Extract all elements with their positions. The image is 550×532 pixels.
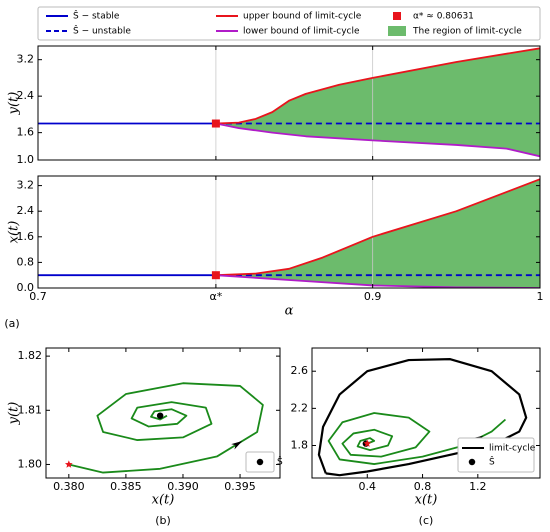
y-tick-label: 3.2 — [17, 179, 35, 192]
x-tick-label: 0.390 — [167, 480, 199, 493]
plot-area — [38, 176, 540, 288]
marker-star — [64, 460, 73, 468]
plot-frame — [37, 175, 541, 289]
legend-label: limit-cycle — [489, 444, 536, 454]
x-tick-label: 0.8 — [414, 480, 432, 493]
limit-cycle-region — [215, 179, 540, 288]
plot-frame — [311, 347, 541, 479]
y-tick-label: 1.6 — [17, 126, 35, 139]
series-line — [215, 122, 540, 158]
plot-area — [64, 382, 264, 474]
panel-label: (a) — [4, 317, 19, 330]
x-tick-label: α* — [210, 290, 223, 303]
series-line — [215, 178, 540, 277]
y-tick-label: 0.0 — [17, 281, 35, 294]
y-tick-label: 1.8 — [291, 439, 309, 452]
x-tick-label: 1 — [537, 290, 544, 303]
x-axis-label: α — [285, 304, 294, 319]
legend-label: upper bound of limit-cycle — [243, 12, 362, 22]
marker-dot — [156, 412, 164, 419]
x-axis-label: x(t) — [415, 493, 438, 508]
y-tick-label: 1.0 — [17, 153, 35, 166]
legend-label: α* ≈ 0.80631 — [413, 12, 474, 22]
y-tick-label: 0.8 — [17, 255, 35, 268]
y-tick-label: 2.4 — [17, 204, 35, 217]
panel-label: (c) — [419, 514, 434, 527]
legend-label: Ŝ — [489, 456, 495, 468]
series-line — [327, 412, 507, 465]
plot-frame — [45, 347, 281, 479]
direction-arrow — [231, 441, 243, 450]
legend-swatch — [388, 26, 406, 36]
legend-label: The region of limit-cycle — [412, 27, 522, 37]
plot-area — [317, 358, 528, 477]
legend-label: Ŝ − unstable — [73, 25, 131, 37]
marker-square — [211, 271, 220, 280]
legend-swatch — [393, 12, 401, 20]
y-axis-label: x(t) — [7, 221, 22, 244]
legend-label: Ŝ − stable — [73, 10, 120, 22]
series-line — [215, 47, 540, 125]
y-tick-label: 2.2 — [291, 401, 309, 414]
x-axis-label: x(t) — [152, 493, 175, 508]
y-tick-label: 2.4 — [17, 89, 35, 102]
series-line — [317, 358, 528, 477]
legend-swatch — [256, 458, 264, 466]
plot-frame — [37, 45, 541, 161]
marker-star — [363, 439, 372, 447]
legend-label: Ŝ — [277, 456, 283, 468]
legend-box — [457, 437, 535, 473]
panel-label: (b) — [155, 514, 171, 527]
y-tick-label: 3.2 — [17, 53, 35, 66]
y-tick-label: 1.82 — [18, 349, 43, 362]
y-tick-label: 1.6 — [17, 230, 35, 243]
series-line — [68, 382, 264, 474]
legend-box — [37, 6, 541, 41]
y-axis-label: y(t) — [7, 402, 22, 426]
x-tick-label: 0.395 — [224, 480, 256, 493]
limit-cycle-region — [215, 48, 540, 157]
y-axis-label: y(t) — [7, 92, 22, 116]
x-tick-label: 0.4 — [359, 480, 377, 493]
x-tick-label: 0.7 — [29, 290, 47, 303]
x-tick-label: 1.2 — [469, 480, 487, 493]
legend-swatch — [468, 458, 476, 466]
marker-square — [211, 119, 220, 128]
legend-label: lower bound of limit-cycle — [243, 27, 360, 37]
y-tick-label: 1.80 — [18, 457, 43, 470]
y-tick-label: 1.81 — [18, 403, 43, 416]
plot-area — [38, 46, 540, 160]
x-tick-label: 0.385 — [110, 480, 142, 493]
x-tick-label: 0.380 — [53, 480, 85, 493]
y-tick-label: 2.6 — [291, 364, 309, 377]
x-tick-label: 0.9 — [364, 290, 382, 303]
